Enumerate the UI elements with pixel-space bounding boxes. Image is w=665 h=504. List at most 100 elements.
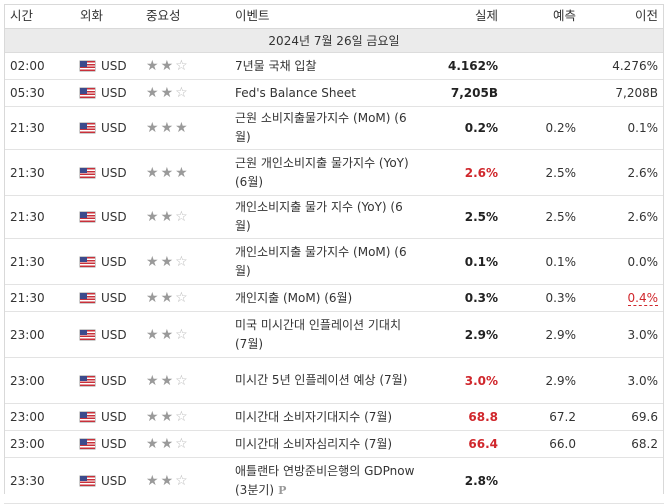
us-flag-icon <box>80 256 95 267</box>
col-header-time[interactable]: 시간 <box>4 0 74 29</box>
forecast-value <box>504 52 582 80</box>
actual-value: 2.5% <box>422 195 504 239</box>
event-name-link[interactable]: 근원 소비지출물가지수 (MoM) (6월) <box>235 111 407 144</box>
event-name-link[interactable]: 개인소비지출 물가지수 (MoM) (6월) <box>235 244 407 278</box>
col-header-previous[interactable]: 이전 <box>582 0 664 29</box>
previous-cell: 68.2 <box>582 430 664 458</box>
col-header-event[interactable]: 이벤트 <box>229 0 422 29</box>
previous-cell: 0.4% <box>582 284 664 312</box>
previous-value: 7,208B <box>615 86 658 100</box>
us-flag-icon <box>80 439 95 449</box>
event-currency: USD <box>74 195 140 239</box>
actual-value: 4.162% <box>422 52 504 80</box>
previous-value: 2.6% <box>627 165 659 180</box>
event-time: 21:30 <box>4 106 74 150</box>
event-row[interactable]: 21:30 USD ★★☆ 개인소비지출 물가지수 (MoM) (6월) 0.1% 0.1… <box>4 238 664 285</box>
star-empty-icon: ☆ <box>175 326 190 343</box>
star-filled-icon: ★ <box>146 164 161 181</box>
currency-code: USD <box>101 59 127 73</box>
actual-value: 66.4 <box>422 430 504 458</box>
event-name-link[interactable]: 미시간대 소비자심리지수 (7월) <box>235 436 393 451</box>
previous-cell: 3.0% <box>582 311 664 358</box>
col-header-forecast[interactable]: 예측 <box>504 0 582 29</box>
col-header-currency[interactable]: 외화 <box>74 0 140 29</box>
previous-value: 2.6% <box>627 210 659 224</box>
event-importance: ★★★ <box>140 149 229 196</box>
event-currency: USD <box>74 284 140 312</box>
event-row[interactable]: 21:30 USD ★★★ 근원 개인소비지출 물가지수 (YoY) (6월) 2.6%… <box>4 149 664 196</box>
event-time: 21:30 <box>4 195 74 239</box>
star-empty-icon: ☆ <box>175 290 190 306</box>
event-row[interactable]: 23:00 USD ★★☆ 미국 미시간대 인플레이션 기대치 (7월) 2.9% 2.9… <box>4 311 664 358</box>
star-empty-icon: ☆ <box>175 372 190 389</box>
event-name-link[interactable]: 미시간대 소비자기대지수 (7월) <box>235 409 393 424</box>
event-row[interactable]: 05:30 USD ★★☆ Fed's Balance Sheet 7,205B 7,20… <box>4 79 664 107</box>
importance-stars: ★★☆ <box>146 409 190 425</box>
currency-code: USD <box>101 121 127 135</box>
event-importance: ★★☆ <box>140 311 229 358</box>
previous-cell: 69.6 <box>582 403 664 431</box>
importance-stars: ★★☆ <box>146 436 190 452</box>
event-name-cell: 미시간대 소비자기대지수 (7월) <box>229 403 422 431</box>
importance-stars: ★★☆ <box>146 373 190 389</box>
previous-value: 69.6 <box>631 410 658 424</box>
previous-value-revised[interactable]: 0.4% <box>627 291 658 306</box>
star-filled-icon: ★ <box>160 209 176 225</box>
event-name-cell: 애틀랜타 연방준비은행의 GDPnow (3분기) P <box>229 457 422 504</box>
currency-code: USD <box>101 473 127 488</box>
previous-cell: 0.0% <box>582 238 664 285</box>
event-name-link[interactable]: 미국 미시간대 인플레이션 기대치 (7월) <box>235 317 402 351</box>
star-filled-icon: ★ <box>160 409 176 425</box>
star-empty-icon: ☆ <box>175 85 190 101</box>
forecast-value: 66.0 <box>504 430 582 458</box>
star-filled-icon: ★ <box>146 85 161 101</box>
event-name-link[interactable]: Fed's Balance Sheet <box>235 85 356 100</box>
event-row[interactable]: 21:30 USD ★★★ 근원 소비지출물가지수 (MoM) (6월) 0.2% 0.2… <box>4 106 664 150</box>
forecast-value: 2.5% <box>504 149 582 196</box>
event-name-link[interactable]: 개인소비지출 물가 지수 (YoY) (6월) <box>235 200 403 233</box>
event-importance: ★★☆ <box>140 238 229 285</box>
event-row[interactable]: 23:00 USD ★★☆ 미시간대 소비자심리지수 (7월) 66.4 66.0 68.2 <box>4 430 664 458</box>
event-row[interactable]: 23:00 USD ★★☆ 미시간 5년 인플레이션 예상 (7월) 3.0% 2.9% 3… <box>4 357 664 404</box>
actual-value: 68.8 <box>422 403 504 431</box>
event-row[interactable]: 23:00 USD ★★☆ 미시간대 소비자기대지수 (7월) 68.8 67.2 69.6 <box>4 403 664 431</box>
event-row[interactable]: 23:30 USD ★★☆ 애틀랜타 연방준비은행의 GDPnow (3분기) P 2.8… <box>4 457 664 504</box>
event-importance: ★★☆ <box>140 52 229 80</box>
currency-code: USD <box>101 210 127 224</box>
event-row[interactable]: 02:00 USD ★★☆ 7년물 국채 입찰 4.162% 4.276% <box>4 52 664 80</box>
star-filled-icon: ★ <box>146 472 161 489</box>
event-name-link[interactable]: 근원 개인소비지출 물가지수 (YoY) (6월) <box>235 155 409 189</box>
previous-cell: 7,208B <box>582 79 664 107</box>
event-name-cell: 미시간대 소비자심리지수 (7월) <box>229 430 422 458</box>
star-filled-icon: ★ <box>160 290 176 306</box>
event-row[interactable]: 21:30 USD ★★☆ 개인지출 (MoM) (6월) 0.3% 0.3% 0.4% <box>4 284 664 312</box>
star-filled-icon: ★ <box>146 253 161 270</box>
event-time: 23:00 <box>4 311 74 358</box>
us-flag-icon <box>80 61 95 71</box>
event-name-link[interactable]: 애틀랜타 연방준비은행의 GDPnow (3분기) <box>235 463 415 497</box>
importance-stars: ★★☆ <box>146 254 190 270</box>
event-time: 02:00 <box>4 52 74 80</box>
actual-value: 0.2% <box>422 106 504 150</box>
col-header-actual[interactable]: 실제 <box>422 0 504 29</box>
us-flag-icon <box>80 329 95 340</box>
star-empty-icon: ☆ <box>175 409 190 425</box>
us-flag-icon <box>80 167 95 178</box>
col-header-importance[interactable]: 중요성 <box>140 0 229 29</box>
event-time: 05:30 <box>4 79 74 107</box>
importance-stars: ★★☆ <box>146 85 190 101</box>
currency-code: USD <box>101 410 127 424</box>
event-name-link[interactable]: 미시간 5년 인플레이션 예상 (7월) <box>235 373 408 387</box>
star-filled-icon: ★ <box>146 372 161 389</box>
event-name-link[interactable]: 개인지출 (MoM) (6월) <box>235 290 353 305</box>
star-filled-icon: ★ <box>146 409 161 425</box>
event-name-link[interactable]: 7년물 국채 입찰 <box>235 58 317 73</box>
forecast-value: 2.9% <box>504 311 582 358</box>
event-time: 23:00 <box>4 357 74 404</box>
currency-code: USD <box>101 373 127 388</box>
event-row[interactable]: 21:30 USD ★★☆ 개인소비지출 물가 지수 (YoY) (6월) 2.5% 2.… <box>4 195 664 239</box>
currency-code: USD <box>101 86 127 100</box>
event-name-cell: 미시간 5년 인플레이션 예상 (7월) <box>229 357 422 404</box>
star-filled-icon: ★ <box>160 372 176 389</box>
previous-cell: 4.276% <box>582 52 664 80</box>
